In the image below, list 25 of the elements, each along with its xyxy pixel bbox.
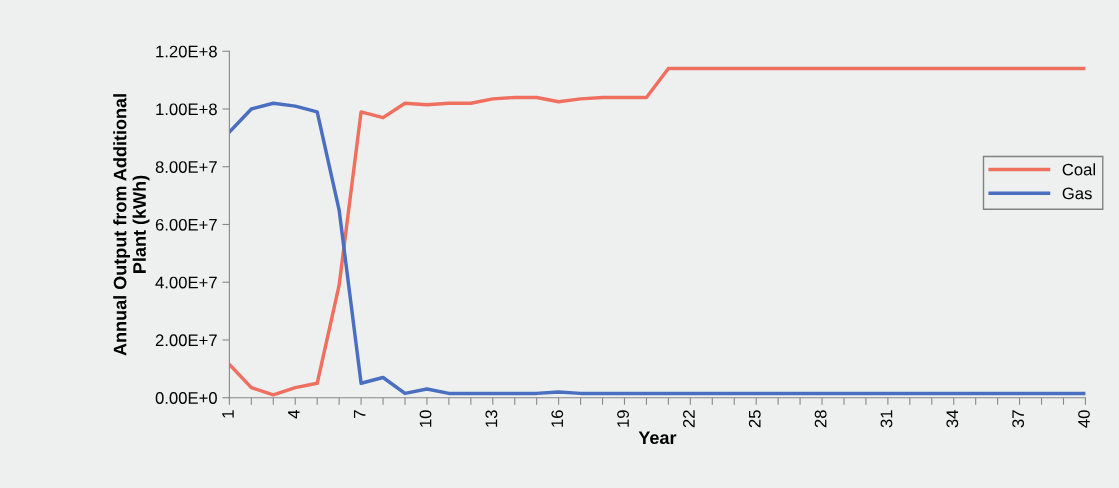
y-tick-label: 2.00E+7: [155, 334, 217, 347]
y-tick-label: 8.00E+7: [155, 161, 217, 173]
x-tick-label: 28: [814, 410, 827, 428]
x-tick-label: 13: [485, 410, 498, 427]
x-tick-label: 10: [419, 410, 432, 427]
y-axis-title: Annual Output from Additional Plant (kWh): [113, 94, 150, 356]
y-tick-label: 4.00E+7: [155, 276, 217, 289]
x-tick-label: 40: [1078, 410, 1090, 428]
x-tick-label: 16: [551, 410, 564, 427]
legend-label: Gas: [1062, 187, 1092, 200]
x-axis-title: Year: [638, 431, 677, 445]
x-tick-label: 31: [880, 410, 893, 428]
x-tick-label: 4: [288, 410, 300, 419]
y-tick-label: 0.00E+0: [155, 392, 217, 404]
y-tick-label: 1.00E+8: [156, 103, 217, 116]
x-tick-label: 25: [748, 410, 761, 428]
x-tick-label: 1: [222, 410, 234, 418]
legend-label: Coal: [1062, 163, 1095, 176]
y-tick-label: 1.20E+8: [156, 45, 217, 58]
x-tick-label: 37: [1012, 410, 1025, 428]
y-tick-label: 6.00E+7: [155, 218, 217, 231]
x-tick-label: 19: [617, 410, 629, 427]
x-tick-label: 22: [683, 410, 695, 428]
x-tick-label: 34: [946, 410, 959, 428]
x-tick-label: 7: [353, 410, 366, 418]
